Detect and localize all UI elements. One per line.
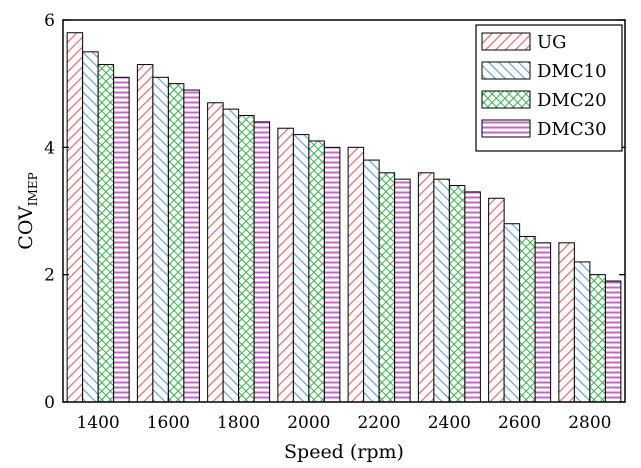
bar-dmc30-1400 <box>113 76 130 403</box>
y-axis-ticks: 0 2 4 6 <box>44 11 625 413</box>
x-axis-ticks: 1400 1600 1800 2000 2200 2400 2600 2800 <box>76 396 612 433</box>
legend-swatch-ug <box>481 32 531 51</box>
bar-dmc20-2600 <box>519 235 536 403</box>
bar-ug-2000 <box>277 127 294 403</box>
bar-dmc10-2800 <box>573 261 591 403</box>
bar-ug-2200 <box>347 146 365 403</box>
legend-label-ug: UG <box>537 32 567 53</box>
bar-dmc30-2400 <box>464 191 481 403</box>
y-tick-label-0: 0 <box>44 393 55 413</box>
x-tick-label-2200: 2200 <box>357 413 400 433</box>
legend: UG DMC10 DMC20 DMC30 <box>475 24 623 152</box>
bar-ug-2800 <box>558 242 575 403</box>
bar-dmc30-1600 <box>183 89 200 403</box>
legend-label-dmc30: DMC30 <box>537 119 607 140</box>
bars-group <box>66 32 622 403</box>
bar-ug-1600 <box>136 64 154 403</box>
bar-dmc30-1800 <box>253 121 271 403</box>
x-tick-label-1400: 1400 <box>76 413 119 433</box>
bar-dmc20-1600 <box>167 83 185 403</box>
y-axis-title-subscript: IMEP <box>26 172 40 206</box>
x-tick-label-1600: 1600 <box>147 413 190 433</box>
bar-dmc20-2400 <box>448 185 466 403</box>
bar-dmc20-1800 <box>238 115 255 403</box>
y-axis-title-main: COV <box>15 206 37 250</box>
bar-dmc20-2800 <box>589 274 606 403</box>
bar-ug-1800 <box>207 102 224 403</box>
bar-dmc30-2600 <box>534 242 552 403</box>
bar-dmc10-1400 <box>82 51 99 403</box>
x-axis-title: Speed (rpm) <box>284 441 404 463</box>
plot-frame <box>62 19 626 403</box>
bar-dmc10-2400 <box>433 178 450 403</box>
bar-dmc10-1800 <box>222 108 240 403</box>
x-tick-label-2600: 2600 <box>498 413 541 433</box>
bar-dmc10-1600 <box>152 76 169 403</box>
legend-swatch-dmc10 <box>481 61 531 80</box>
bar-dmc20-2000 <box>308 140 325 403</box>
bar-dmc30-2000 <box>323 146 341 403</box>
x-tick-label-1800: 1800 <box>217 413 260 433</box>
y-tick-label-4: 4 <box>44 138 55 158</box>
bar-dmc20-2200 <box>378 172 396 403</box>
x-tick-label-2800: 2800 <box>568 413 611 433</box>
bar-ug-2400 <box>417 172 435 403</box>
legend-swatch-dmc30 <box>481 119 531 138</box>
x-tick-label-2000: 2000 <box>287 413 330 433</box>
bar-dmc10-2200 <box>363 159 380 403</box>
y-tick-label-2: 2 <box>44 266 55 286</box>
bar-dmc10-2600 <box>503 223 521 403</box>
y-tick-label-6: 6 <box>44 11 55 31</box>
plot-area: 0 2 4 6 1400 1600 1800 2000 2200 2400 2600 2800 <box>44 11 626 433</box>
legend-label-dmc10: DMC10 <box>537 61 607 82</box>
bar-dmc30-2200 <box>394 178 411 403</box>
bar-dmc20-1400 <box>97 64 115 403</box>
bar-ug-2600 <box>488 197 505 403</box>
bar-dmc30-2800 <box>604 280 622 403</box>
x-tick-label-2400: 2400 <box>428 413 471 433</box>
bar-dmc10-2000 <box>292 134 310 403</box>
y-axis-title: COVIMEP <box>15 172 40 249</box>
legend-label-dmc20: DMC20 <box>537 90 607 111</box>
legend-swatch-dmc20 <box>481 90 531 109</box>
bar-ug-1400 <box>66 32 84 403</box>
